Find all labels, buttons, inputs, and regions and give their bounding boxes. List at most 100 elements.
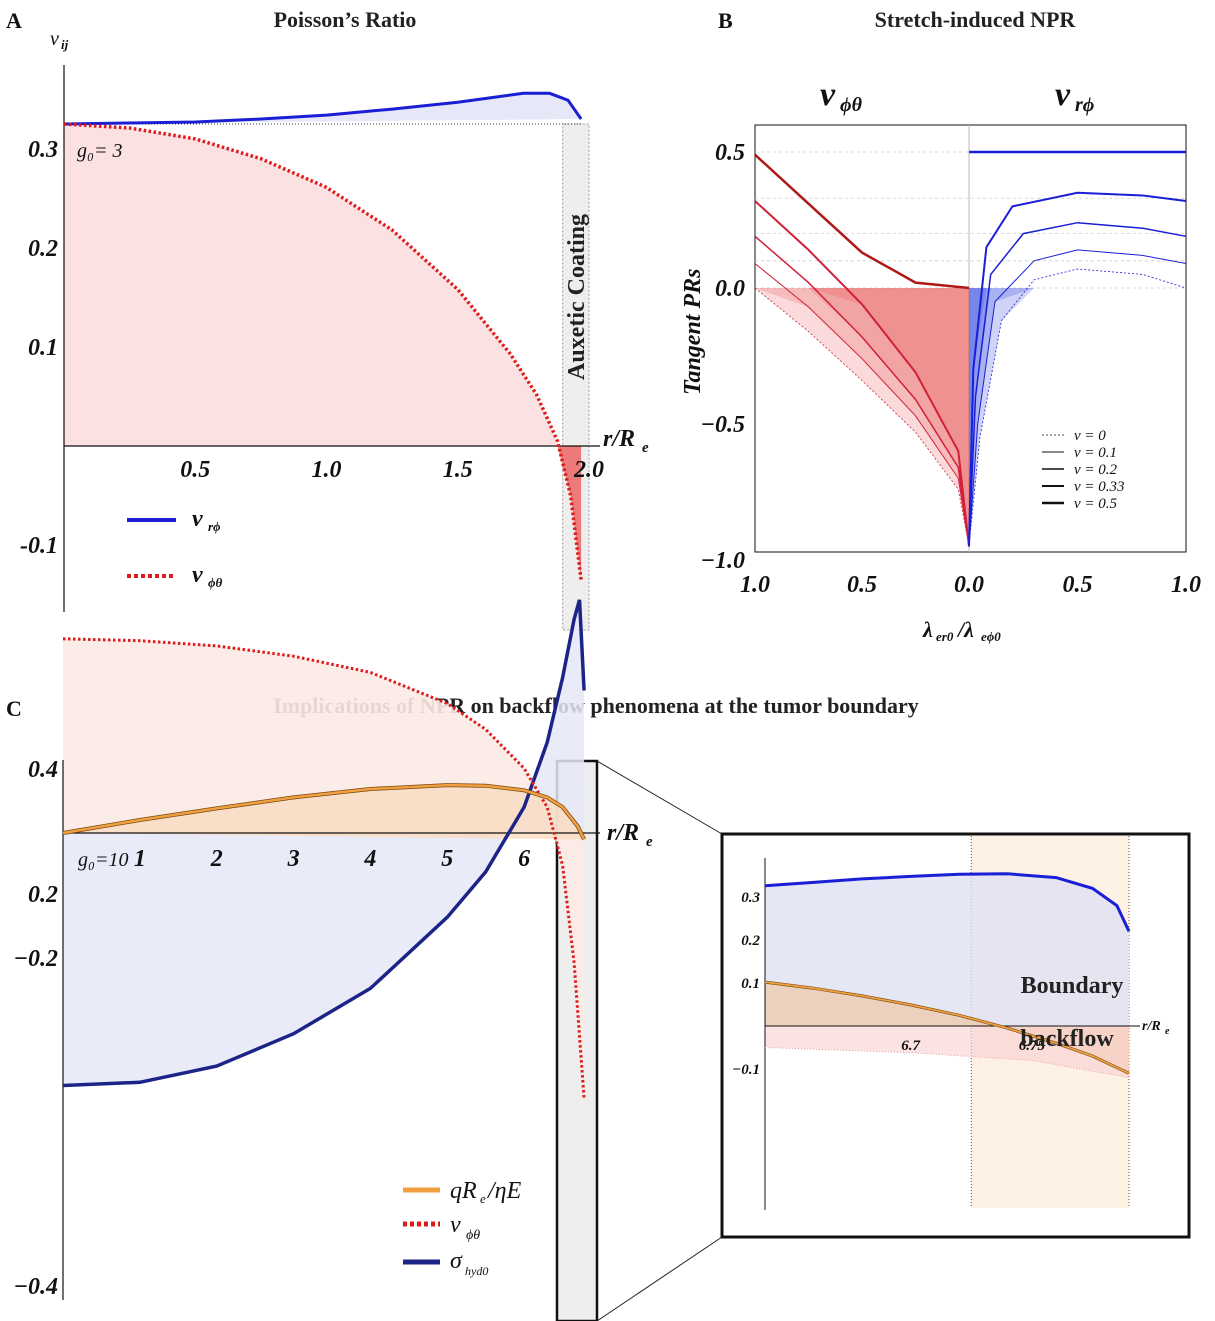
y-tick-label: 0.5 <box>715 140 745 166</box>
y-tick-label: 0.3 <box>28 137 58 163</box>
y-tick-label: -0.1 <box>20 533 58 559</box>
right-fill <box>969 288 1186 547</box>
y-tick-label: −1.0 <box>700 548 745 574</box>
left-curve-nu-0.1 <box>754 263 970 547</box>
x-tick-label: 1.5 <box>443 457 473 483</box>
x-axis-label-sub: e <box>646 834 653 850</box>
inset-nu-line <box>764 1047 1130 1079</box>
x-axis-label-sub: e <box>642 440 649 456</box>
right-header-sub: rϕ <box>1075 94 1094 116</box>
panel-b-title: Stretch-induced NPR <box>875 7 1077 32</box>
inset-q-fill <box>765 982 1129 1074</box>
connector-top <box>596 760 723 835</box>
left-fill <box>755 288 969 547</box>
y-tick-label: −0.2 <box>13 946 58 972</box>
legend-label: ν = 0.33 <box>1074 479 1125 495</box>
right-curve-nu-0.33 <box>968 191 1187 547</box>
x-axis-label: λ <box>922 617 933 642</box>
panel-c-letter: C <box>6 696 22 721</box>
nu-phitheta-fill <box>64 124 582 580</box>
legend-nu-sub: ϕθ <box>466 1228 480 1243</box>
x-axis-label-sub2: eϕ0 <box>981 629 1001 644</box>
left-fill <box>755 288 969 547</box>
inset-sigma-fill <box>765 873 1129 1026</box>
left-curve-nu-0.33 <box>754 200 970 547</box>
x-tick-label: 0.5 <box>180 457 210 483</box>
y-tick-label: −0.4 <box>13 1274 58 1300</box>
legend-label: ν = 0.5 <box>1074 496 1118 512</box>
inset-y-tick-label: −0.1 <box>732 1062 760 1078</box>
x-tick-label: 0.0 <box>954 572 984 598</box>
legend-rphi-label: ν <box>192 506 203 532</box>
x-tick-label: 6 <box>518 846 530 872</box>
x-tick-label: 3 <box>287 846 300 872</box>
legend-label: ν = 0.2 <box>1074 462 1118 478</box>
y-tick-label: 0.1 <box>28 335 58 361</box>
legend-q-label: qR <box>450 1178 477 1204</box>
x-tick-label: 5 <box>441 846 453 872</box>
panel-b-letter: B <box>718 8 733 33</box>
x-tick-label: 1 <box>134 846 146 872</box>
x-tick-label: 4 <box>363 846 376 872</box>
legend-label: ν = 0 <box>1074 428 1106 444</box>
x-tick-label: 1.0 <box>1171 572 1201 598</box>
legend-q-sub: e <box>480 1191 486 1206</box>
legend-phitheta-label: ν <box>192 562 203 588</box>
panel-a-title: Poisson’s Ratio <box>274 7 417 32</box>
q-line <box>62 783 586 841</box>
y-tick-label: 0.4 <box>28 757 58 783</box>
right-curve-nu-0 <box>968 268 1187 547</box>
x-axis-label-sub1: er0 <box>936 629 954 644</box>
left-curve-nu-0.2 <box>754 235 970 547</box>
left-curve-nu-0.5 <box>754 153 970 290</box>
inset-sigma-line <box>764 872 1131 933</box>
y-axis-label-sub: ij <box>61 37 69 52</box>
nu-phitheta-line <box>62 637 586 1099</box>
left-header-sub: ϕθ <box>840 94 863 116</box>
backflow-label-2: backflow <box>1020 1026 1114 1052</box>
legend-phitheta-sub: ϕθ <box>208 575 223 590</box>
right-curve-nu-0.1 <box>968 249 1187 547</box>
connector-bottom <box>596 1236 723 1321</box>
right-header: ν <box>1055 76 1071 113</box>
inset-x-axis-label-sub: e <box>1165 1026 1170 1037</box>
legend-sigma-label: σ <box>450 1248 463 1274</box>
sigma-line <box>62 599 586 1088</box>
legend-nu-label: ν <box>450 1212 461 1238</box>
y-tick-label: −0.5 <box>700 412 745 438</box>
x-tick-label: 2.0 <box>573 457 604 483</box>
nu-phitheta-fill <box>63 638 585 1099</box>
left-header: ν <box>820 76 836 113</box>
nu-phitheta-line <box>63 122 583 581</box>
x-tick-label: 1.0 <box>740 572 770 598</box>
x-axis-label: r/R <box>607 820 639 846</box>
inset-x-tick-label: 6.7 <box>901 1038 920 1054</box>
y-tick-label: 0.0 <box>715 276 745 302</box>
x-axis-label: r/R <box>603 426 635 452</box>
backflow-label-1: Boundary <box>1021 973 1124 999</box>
inset-y-tick-label: 0.3 <box>741 890 760 906</box>
x-tick-label: 0.5 <box>847 572 877 598</box>
y-tick-label: 0.2 <box>28 882 58 908</box>
inset-x-tick-label: 6.75 <box>1019 1038 1046 1054</box>
q-fill <box>63 785 585 840</box>
panel-a-letter: A <box>6 8 22 33</box>
auxetic-label: Auxetic Coating <box>564 214 590 380</box>
legend-rphi-sub: rϕ <box>208 519 221 534</box>
left-fill <box>755 288 969 547</box>
chart-c-inset: 0.3 0.2 0.1 −0.1 6.7 6.75 r/R e Boundary backflow <box>720 832 1191 1239</box>
legend-label: ν = 0.1 <box>1074 445 1117 461</box>
nu-rphi-line <box>63 91 583 126</box>
chart-a: 0.5 1.0 1.5 2.00.30.20.1-0.1ν ijr/R eg₀= 3Aux… <box>20 28 649 631</box>
inset-q-line <box>764 981 1130 1075</box>
sigma-fill <box>63 599 585 1086</box>
inset-x-axis-label: r/R <box>1142 1019 1161 1034</box>
x-axis-label-mid: /λ <box>956 617 974 642</box>
x-tick-label: 1.0 <box>312 457 342 483</box>
left-curve-nu-0 <box>754 287 970 547</box>
inset-y-tick-label: 0.1 <box>741 976 760 992</box>
legend-sigma-sub: hyd0 <box>465 1264 488 1278</box>
nu-rphi-fill <box>64 93 582 124</box>
